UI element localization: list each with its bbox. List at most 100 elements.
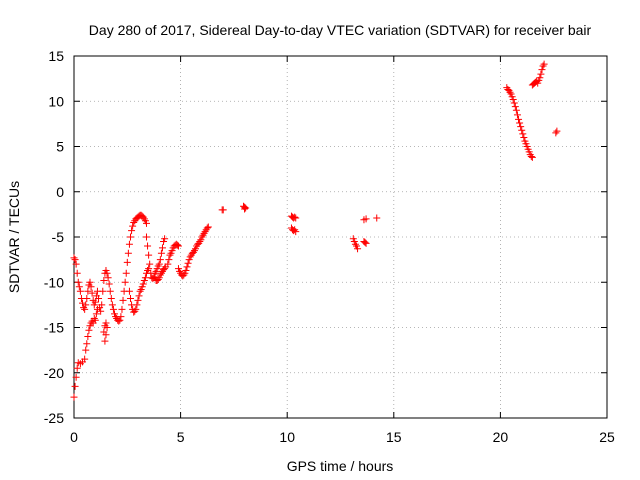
- data-point: [195, 239, 203, 247]
- data-point: [198, 233, 206, 241]
- data-point: [133, 301, 141, 309]
- data-point: [540, 60, 548, 68]
- grid-lines: [74, 56, 607, 418]
- data-point: [71, 256, 79, 264]
- data-point: [196, 238, 204, 246]
- data-point: [102, 319, 110, 327]
- data-point: [536, 74, 544, 82]
- data-point: [100, 276, 108, 284]
- data-point: [241, 205, 249, 213]
- data-point: [73, 269, 81, 277]
- plot-frame: [73, 55, 608, 419]
- data-point: [528, 153, 536, 161]
- data-point: [123, 258, 131, 266]
- data-point: [142, 219, 150, 227]
- data-point: [517, 123, 525, 131]
- data-point: [351, 240, 359, 248]
- data-point: [146, 260, 154, 268]
- data-point: [144, 242, 152, 250]
- data-point: [145, 265, 153, 273]
- data-point: [91, 298, 99, 306]
- data-point: [83, 295, 91, 303]
- data-point: [291, 213, 299, 221]
- x-tick-label: 10: [279, 429, 295, 445]
- data-point: [141, 274, 149, 282]
- data-point: [242, 204, 250, 212]
- data-point: [81, 355, 89, 363]
- data-point: [161, 265, 169, 273]
- data-point: [140, 215, 148, 223]
- data-point: [154, 276, 162, 284]
- data-point: [104, 274, 112, 282]
- x-axis-tick-labels: 0 5 10 15 20 25: [70, 429, 615, 445]
- data-point: [516, 119, 524, 127]
- data-point: [219, 206, 227, 214]
- data-point: [132, 305, 140, 313]
- y-tick-label: -5: [52, 229, 65, 245]
- data-point: [90, 314, 98, 322]
- data-point: [116, 316, 124, 324]
- axis-ticks: [73, 55, 608, 419]
- data-point: [103, 269, 111, 277]
- data-point: [164, 260, 172, 268]
- data-point: [527, 152, 535, 160]
- data-point: [128, 227, 136, 235]
- x-tick-label: 5: [177, 429, 185, 445]
- data-point: [75, 283, 83, 291]
- data-point: [158, 244, 166, 252]
- data-point: [292, 228, 300, 236]
- x-tick-label: 0: [70, 429, 78, 445]
- chart-title: Day 280 of 2017, Sidereal Day-to-day VTE…: [89, 22, 592, 38]
- y-tick-label: -15: [44, 320, 64, 336]
- y-tick-label: -20: [44, 365, 64, 381]
- data-point: [122, 269, 130, 277]
- x-tick-label: 20: [493, 429, 509, 445]
- data-point: [155, 260, 163, 268]
- data-point: [182, 266, 190, 274]
- data-point: [142, 233, 150, 241]
- data-point: [119, 296, 127, 304]
- y-tick-label: 0: [56, 184, 64, 200]
- data-point: [131, 307, 139, 315]
- data-point: [95, 295, 103, 303]
- data-point: [362, 215, 370, 223]
- data-point: [105, 280, 113, 288]
- data-point: [79, 299, 87, 307]
- data-point: [538, 66, 546, 74]
- data-point: [98, 301, 106, 309]
- data-point: [129, 222, 137, 230]
- data-point: [126, 233, 134, 241]
- data-point: [115, 317, 123, 325]
- data-point: [70, 254, 78, 262]
- data-point: [506, 88, 514, 96]
- data-point: [145, 251, 153, 259]
- data-point: [124, 249, 132, 257]
- data-point: [107, 295, 115, 303]
- data-point: [82, 301, 90, 309]
- x-tick-label: 15: [386, 429, 402, 445]
- data-point: [121, 278, 129, 286]
- data-point: [81, 305, 89, 313]
- data-point: [354, 245, 362, 253]
- data-point: [154, 262, 162, 270]
- data-point: [135, 292, 143, 300]
- data-point: [200, 229, 208, 237]
- data-point: [156, 256, 164, 264]
- data-point: [125, 287, 133, 295]
- data-point: [72, 373, 80, 381]
- y-axis-label: SDTVAR / TECUs: [6, 181, 22, 293]
- data-point: [520, 133, 528, 141]
- data-point: [88, 289, 96, 297]
- data-point: [126, 295, 134, 303]
- data-point: [82, 346, 90, 354]
- data-point: [183, 263, 191, 271]
- data-point: [97, 307, 105, 315]
- data-point: [539, 62, 547, 70]
- data-point: [361, 238, 369, 246]
- data-point: [292, 214, 300, 222]
- data-point: [552, 129, 560, 137]
- y-tick-label: 10: [48, 93, 64, 109]
- data-point: [85, 326, 93, 334]
- data-point: [86, 278, 94, 286]
- data-point: [99, 287, 107, 295]
